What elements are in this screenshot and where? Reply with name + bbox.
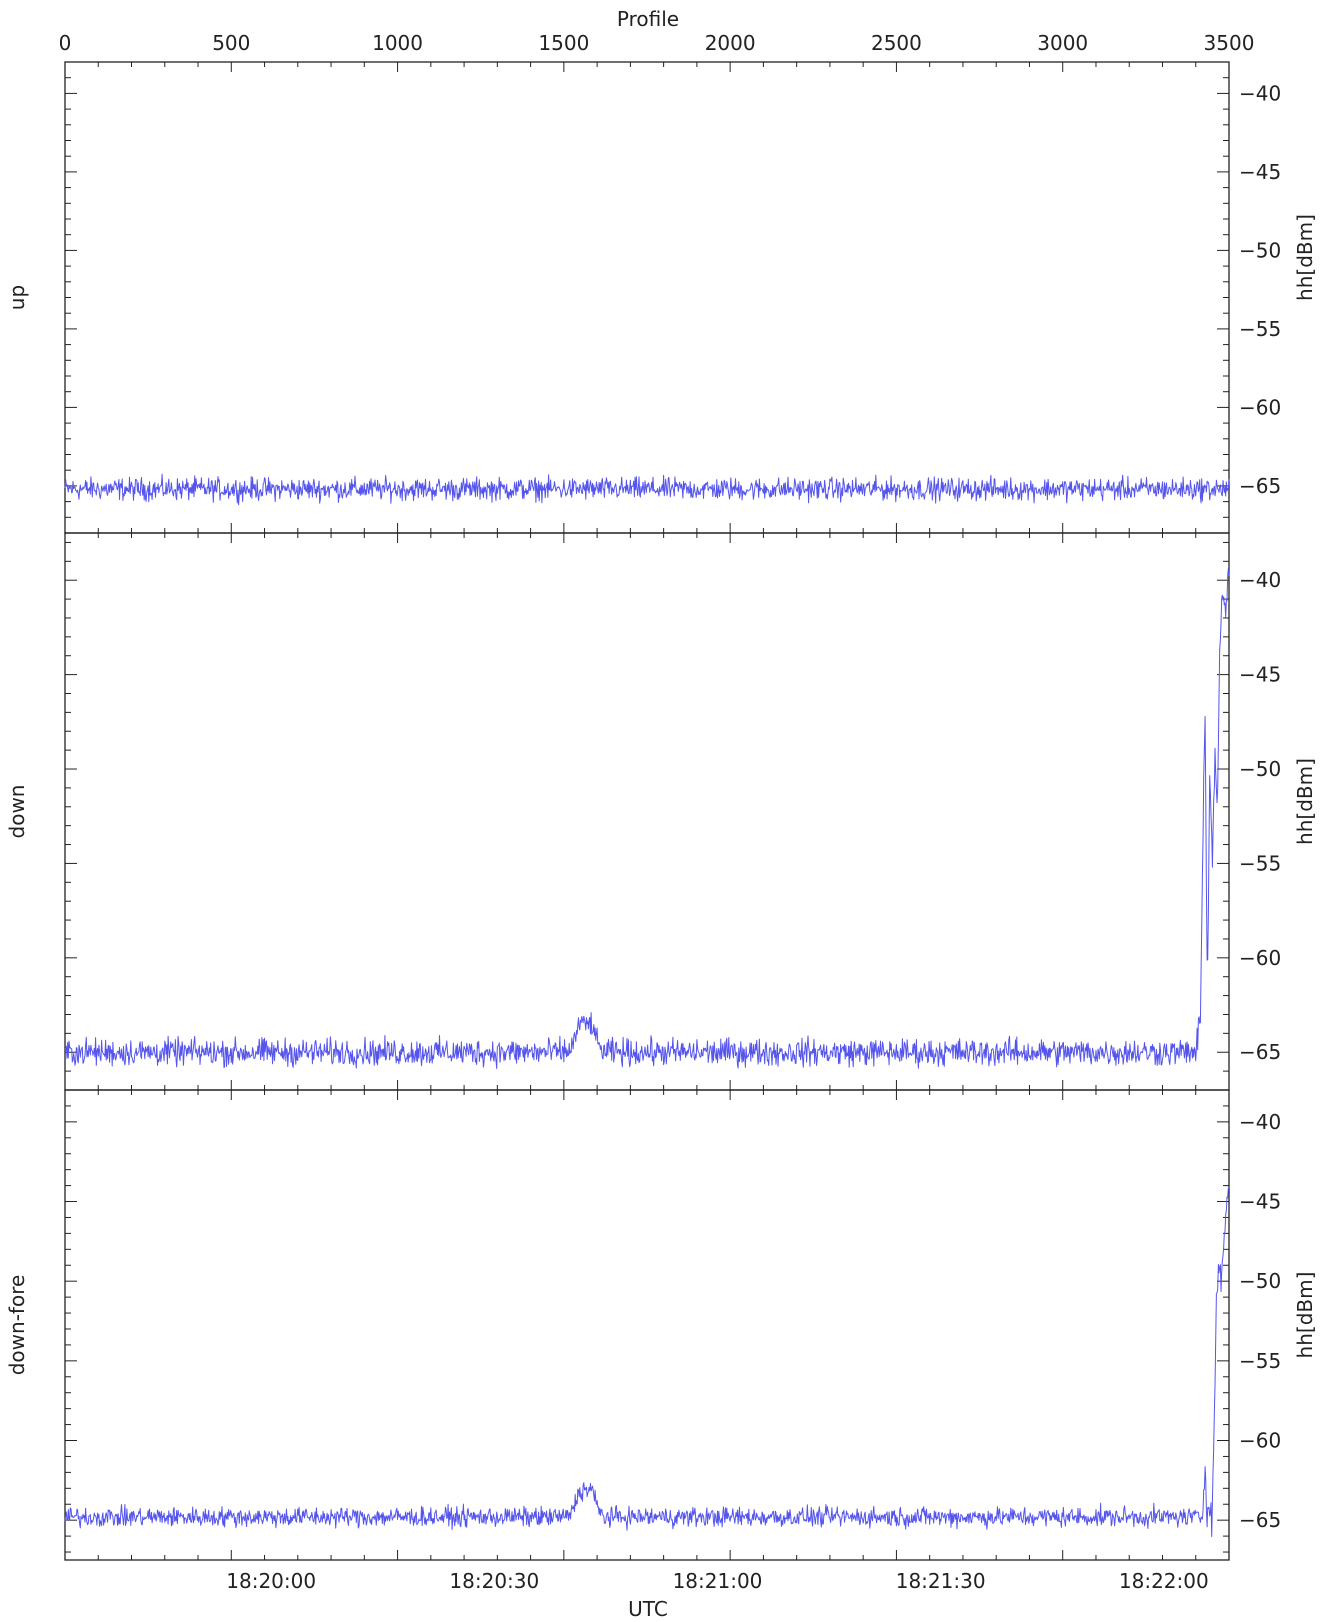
top-axis-tick-labels: 0 500 1000 1500 2000 2500 3000 3500 (59, 31, 1255, 55)
bottom-axis-tick-labels: 18:20:00 18:20:30 18:21:00 18:21:30 18:22:00 (226, 1569, 1208, 1593)
panel-label: down (5, 785, 29, 839)
panel-label: up (5, 285, 29, 310)
y-tick-label: −55 (1239, 317, 1281, 341)
plot-frame (64, 61, 1230, 534)
top-tick-label: 3000 (1037, 31, 1088, 55)
series-line (64, 568, 1230, 1069)
bottom-tick-label: 18:21:00 (673, 1569, 763, 1593)
y-tick-label: −55 (1239, 851, 1281, 875)
bottom-tick-label: 18:20:30 (449, 1569, 539, 1593)
top-tick-label: 1500 (538, 31, 589, 55)
top-tick-label: 2500 (871, 31, 922, 55)
bottom-axis-title: UTC (628, 1597, 668, 1621)
series-line (64, 1187, 1230, 1537)
bottom-tick-label: 18:21:30 (896, 1569, 986, 1593)
top-tick-label: 2000 (705, 31, 756, 55)
panel-up: −40 −45 −50 −55 −60 −65 up hh[dBm] (5, 61, 1317, 534)
y-axis-label: hh[dBm] (1293, 758, 1317, 845)
y-axis-label: hh[dBm] (1293, 1272, 1317, 1359)
y-axis-label: hh[dBm] (1293, 214, 1317, 301)
plot-frame (64, 532, 1230, 1091)
y-tick-label: −55 (1239, 1349, 1281, 1373)
y-tick-label: −60 (1239, 1429, 1281, 1453)
y-tick-label: −45 (1239, 663, 1281, 687)
y-tick-label: −50 (1239, 757, 1281, 781)
top-tick-label: 1000 (372, 31, 423, 55)
y-tick-label: −45 (1239, 160, 1281, 184)
plot-frame (64, 1089, 1230, 1561)
top-tick-label: 0 (59, 31, 72, 55)
series-line (64, 473, 1230, 506)
y-tick-label: −60 (1239, 946, 1281, 970)
panel-label: down-fore (5, 1275, 29, 1376)
y-tick-label: −60 (1239, 395, 1281, 419)
y-tick-label: −40 (1239, 81, 1281, 105)
y-tick-label: −65 (1239, 474, 1281, 498)
y-tick-label: −50 (1239, 1269, 1281, 1293)
panel-down: −40 −45 −50 −55 −60 −65 down hh[dBm] (5, 532, 1317, 1091)
top-axis-title: Profile (617, 7, 679, 31)
bottom-tick-label: 18:22:00 (1119, 1569, 1209, 1593)
y-tick-label: −50 (1239, 238, 1281, 262)
y-tick-label: −40 (1239, 568, 1281, 592)
y-tick-label: −65 (1239, 1508, 1281, 1532)
bottom-tick-label: 18:20:00 (226, 1569, 316, 1593)
panel-down-fore: −40 −45 −50 −55 −60 −65 down-fore hh[dBm] (5, 1089, 1317, 1561)
top-tick-label: 3500 (1204, 31, 1255, 55)
top-tick-label: 500 (212, 31, 250, 55)
y-tick-label: −65 (1239, 1040, 1281, 1064)
y-tick-label: −40 (1239, 1110, 1281, 1134)
y-tick-label: −45 (1239, 1190, 1281, 1214)
